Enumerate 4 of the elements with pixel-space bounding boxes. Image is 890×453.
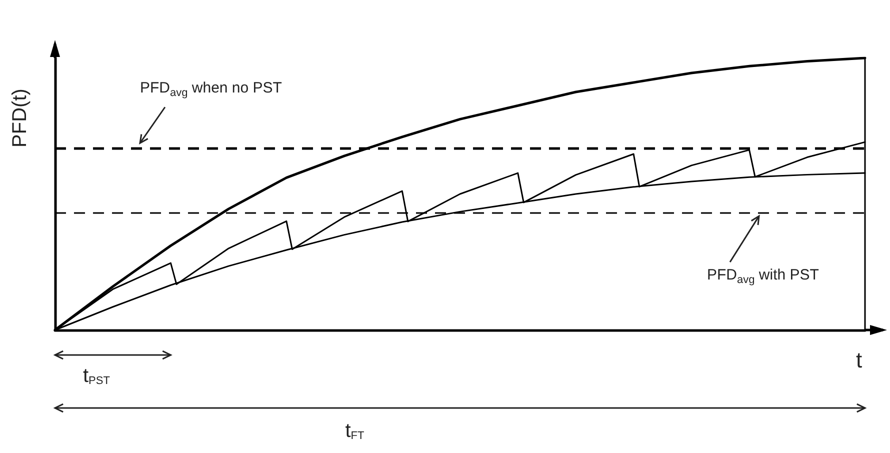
text: tPST [83, 365, 110, 387]
text: tFT [345, 420, 364, 442]
y-axis-title: PFD(t) [9, 88, 31, 148]
x-axis-title: t [856, 348, 862, 372]
